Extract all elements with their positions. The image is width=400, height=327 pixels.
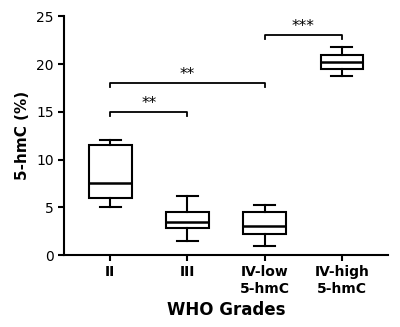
PathPatch shape <box>89 145 132 198</box>
Text: **: ** <box>141 96 156 111</box>
X-axis label: WHO Grades: WHO Grades <box>167 301 285 319</box>
Text: **: ** <box>180 67 195 82</box>
PathPatch shape <box>243 212 286 234</box>
PathPatch shape <box>320 55 363 69</box>
PathPatch shape <box>166 212 209 228</box>
Text: ***: *** <box>292 20 314 34</box>
Y-axis label: 5-hmC (%): 5-hmC (%) <box>16 91 30 180</box>
